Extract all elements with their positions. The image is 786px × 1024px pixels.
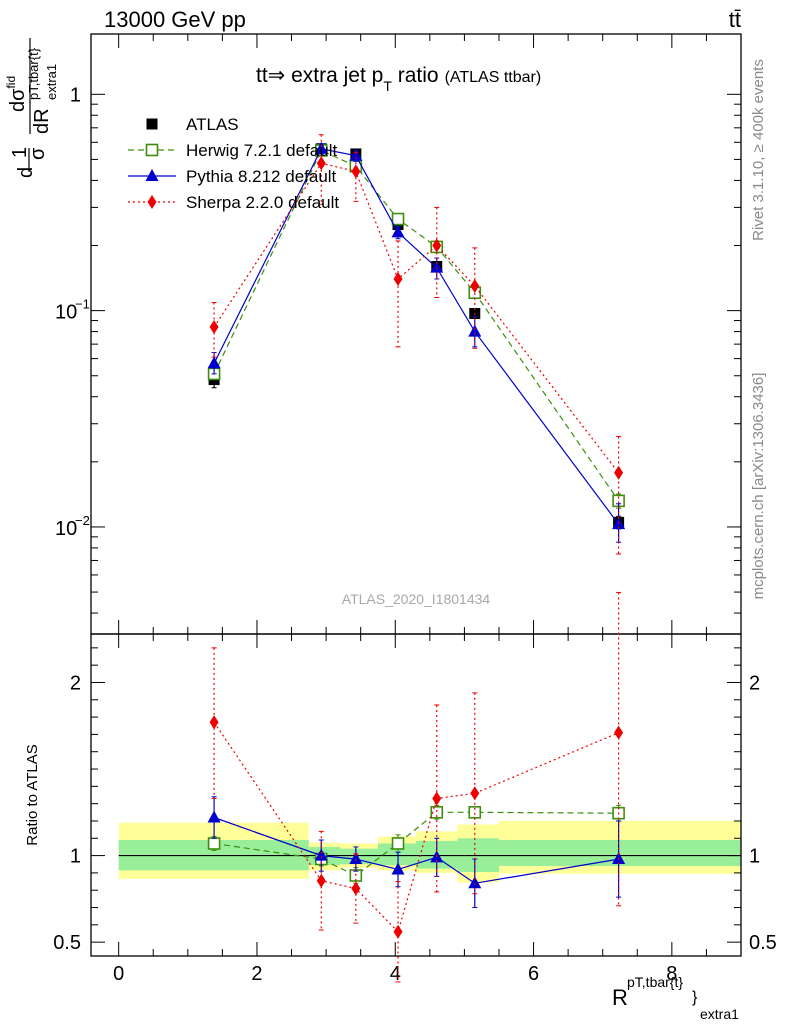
rivet-label: Rivet 3.1.10, ≥ 400k events [750,59,767,241]
main-data-point [314,141,328,154]
main-y-tick-exp: −1 [75,297,90,312]
chart-title-tail: ratio [392,64,439,87]
legend-marker [145,169,159,181]
x-axis-label: R pT,tbar{t} } extra1 [612,974,739,1022]
ratio-data-point [391,862,405,875]
chart-title-sub: T [383,78,392,94]
main-data-point [209,320,219,335]
legend-marker [145,143,159,157]
energy-label: 13000 GeV pp [104,7,246,32]
legend-label: ATLAS [186,115,239,134]
main-data-point [351,164,361,179]
ratio-frame [90,633,742,957]
ratio-data-point [207,810,221,823]
ratio-data-point [209,715,219,730]
ratio-data-point [432,791,442,806]
main-data-point [391,225,405,238]
main-y-tick-label: 1 [70,84,81,106]
main-y-tick-label: 10 [55,302,77,324]
chart-title-small: (ATLAS ttbar) [445,69,542,86]
legend-label: Pythia 8.212 default [186,167,337,186]
process-label: tt̄ [729,7,741,32]
main-y-tick-exp: −2 [75,513,90,528]
main-data-point [614,465,624,480]
legend-marker [146,118,158,130]
ratio-y-tick-label: 2 [70,672,81,694]
chart-title-main: tt⇒ extra jet p [256,64,383,87]
main-y-tick-label: 10 [55,518,77,540]
legend-entry: Herwig 7.2.1 default [128,141,337,160]
main-data-point [207,356,221,369]
ratio-x-tick-label: 8 [666,963,677,985]
ratio-x-tick-label: 4 [390,963,401,985]
chart-title: tt⇒ extra jet pT ratio (ATLAS ttbar) [256,64,541,94]
main-y-axis-label: d 1 σ dσfid dR pT,tbar{t} extra1 [4,38,59,178]
ratio-data-point [391,837,405,850]
ylabel-dR: dR [31,108,53,134]
ylabel-sup: pT,tbar{t} [26,47,41,100]
stat-uncertainty-band [377,843,416,866]
xlabel-sub: extra1 [700,1006,739,1022]
ylabel-one: 1 [9,147,31,158]
ratio-data-point [468,876,482,889]
ratio-data-point [351,881,361,896]
ratio-y-tick-label-right: 2 [749,672,760,694]
ylabel-sigma: σ [27,147,49,160]
main-data-point [391,212,405,226]
ratio-x-tick-label: 0 [113,963,124,985]
ratio-data-point [314,848,328,861]
legend-entry: ATLAS [146,115,239,134]
ratio-series-2 [209,591,624,983]
ylabel-dsig: dσfid [4,76,29,112]
source-label: mcplots.cern.ch [arXiv:1306.3436] [750,373,767,600]
ratio-x-tick-label: 6 [528,963,539,985]
main-data-point [468,324,482,337]
legend-label: Sherpa 2.2.0 default [186,193,339,212]
xlabel-base: R [612,985,628,1010]
main-data-point [349,148,363,161]
main-data-point [393,272,403,287]
ratio-data-point [470,786,480,801]
main-data-point [432,238,442,253]
xlabel-sup: pT,tbar{t} [627,974,683,990]
ratio-y-tick-label: 0.5 [53,932,81,954]
legend-label: Herwig 7.2.1 default [186,141,337,160]
legend-marker [147,195,157,209]
ratio-data-point [349,852,363,865]
main-data-point [470,278,480,293]
ratio-y-tick-label-right: 1 [749,846,760,868]
analysis-label: ATLAS_2020_I1801434 [342,591,491,607]
ratio-y-axis-label: Ratio to ATLAS [24,744,41,845]
ratio-data-point [393,924,403,939]
stat-uncertainty-band [339,848,378,865]
ratio-data-point [468,806,482,819]
ylabel-sub: extra1 [44,64,59,100]
ratio-panel: 2 2 1 1 0.5 0.5 0 2 4 6 8 [53,591,777,985]
ratio-data-point [614,725,624,740]
ratio-x-tick-label: 2 [251,963,262,985]
ylabel-d-over-sigma: d [15,167,37,178]
legend-entry: Sherpa 2.2.0 default [128,193,339,212]
ratio-data-point [207,837,221,850]
ratio-data-point [316,873,326,888]
main-data-point [430,260,444,273]
ratio-y-tick-label-right: 0.5 [749,932,777,954]
main-series-3 [209,134,624,555]
ratio-y-tick-label: 1 [70,846,81,868]
xlabel-sup-close: } [692,989,698,1006]
legend-entry: Pythia 8.212 default [128,167,337,186]
legend: ATLAS Herwig 7.2.1 default Pythia 8.212 de… [128,115,339,212]
main-data-point [316,156,326,171]
